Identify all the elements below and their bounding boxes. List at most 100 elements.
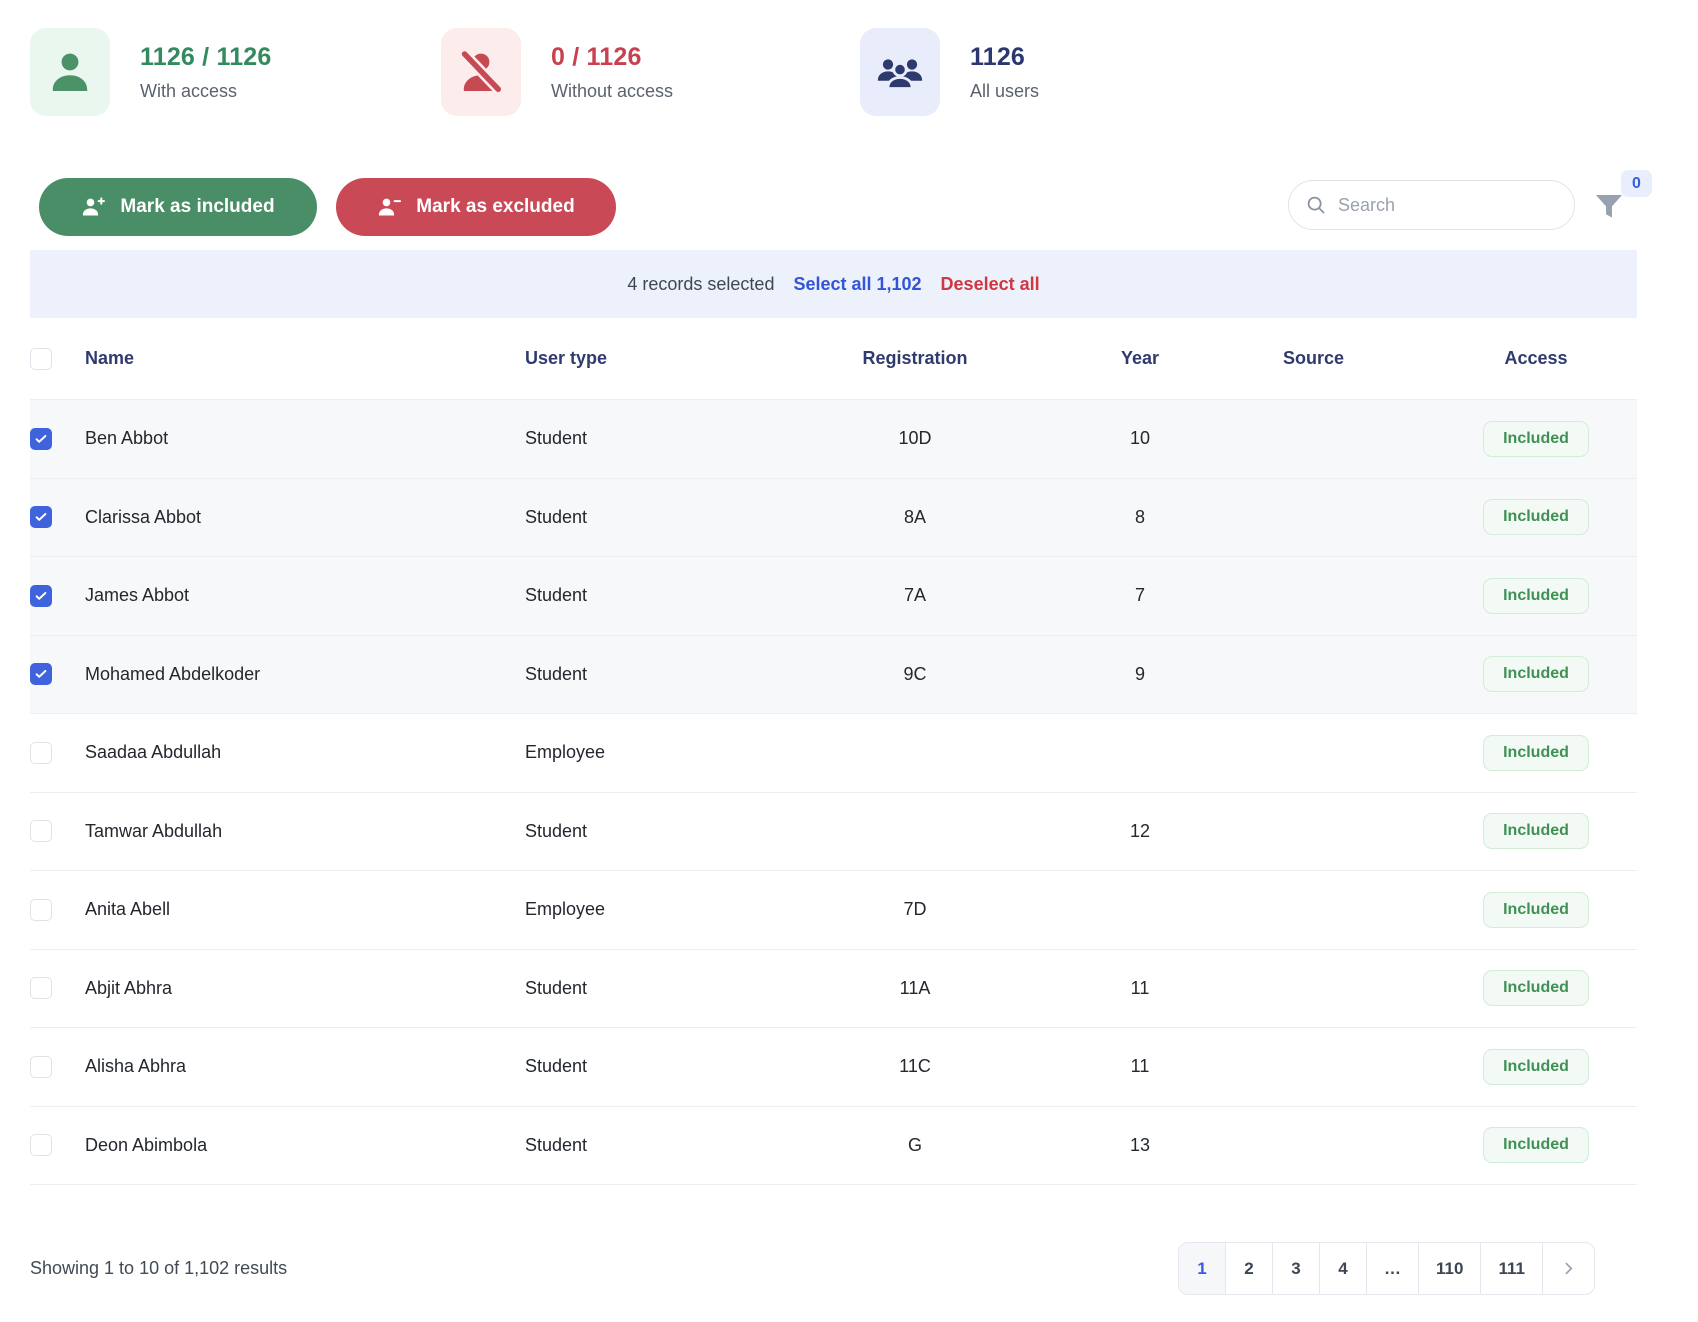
cell-name: Mohamed Abdelkoder	[85, 663, 261, 684]
cell-year: 8	[1134, 506, 1145, 527]
pagination-next-button[interactable]	[1543, 1243, 1594, 1294]
cell-year: 13	[1129, 1134, 1151, 1155]
person-icon	[30, 28, 110, 116]
cell-registration: 8A	[903, 506, 927, 527]
cell-user-type: Student	[525, 506, 588, 527]
table-row[interactable]: Deon Abimbola Student G 13 Included	[30, 1107, 1637, 1185]
table-row[interactable]: Abjit Abhra Student 11A 11 Included	[30, 950, 1637, 1028]
table-row[interactable]: Ben Abbot Student 10D 10 Included	[30, 400, 1637, 479]
cell-year: 7	[1134, 585, 1145, 606]
cell-user-type: Student	[525, 663, 588, 684]
pagination-page[interactable]: 111	[1481, 1243, 1543, 1294]
cell-name: Abjit Abhra	[85, 977, 173, 998]
pagination-page[interactable]: …	[1367, 1243, 1419, 1294]
table-row[interactable]: Clarissa Abbot Student 8A 8 Included	[30, 478, 1637, 557]
select-all-link[interactable]: Select all 1,102	[793, 273, 922, 294]
deselect-all-link[interactable]: Deselect all	[940, 273, 1040, 294]
access-badge: Included	[1483, 656, 1589, 693]
access-badge: Included	[1483, 499, 1589, 536]
cell-user-type: Student	[525, 585, 588, 606]
access-badge: Included	[1483, 577, 1589, 614]
row-checkbox[interactable]	[30, 663, 52, 686]
pagination-page[interactable]: 3	[1273, 1243, 1320, 1294]
mark-as-excluded-button[interactable]: Mark as excluded	[336, 178, 616, 236]
cell-name: Tamwar Abdullah	[85, 820, 223, 841]
search-input[interactable]	[1338, 194, 1558, 216]
access-badge: Included	[1483, 420, 1589, 457]
pagination: 1 2 3 4 … 110 111	[1178, 1242, 1595, 1295]
column-header-registration[interactable]: Registration	[862, 348, 968, 368]
row-checkbox[interactable]	[30, 977, 52, 1000]
access-badge: Included	[1483, 970, 1589, 1007]
cell-year: 11	[1130, 977, 1150, 998]
row-checkbox[interactable]	[30, 584, 52, 607]
column-header-access[interactable]: Access	[1504, 348, 1568, 368]
cell-year: 12	[1129, 820, 1151, 841]
cell-registration: G	[907, 1134, 922, 1155]
selection-bar: 4 records selected Select all 1,102 Dese…	[30, 250, 1637, 318]
pagination-page[interactable]: 2	[1226, 1243, 1273, 1294]
access-badge: Included	[1483, 813, 1589, 850]
filter-button[interactable]	[1592, 188, 1628, 228]
cell-name: Saadaa Abdullah	[85, 742, 222, 763]
access-badge: Included	[1483, 1048, 1589, 1085]
table-row[interactable]: James Abbot Student 7A 7 Included	[30, 557, 1637, 636]
table-body: Ben Abbot Student 10D 10 Included Claris…	[30, 400, 1637, 1185]
column-header-source[interactable]: Source	[1283, 348, 1345, 368]
without-access-value: 0 / 1126	[551, 42, 642, 71]
cell-name: Clarissa Abbot	[85, 506, 202, 527]
select-all-checkbox[interactable]	[30, 347, 52, 370]
cell-user-type: Student	[525, 977, 588, 998]
search-box[interactable]	[1288, 180, 1575, 230]
access-badge: Included	[1483, 891, 1589, 928]
row-checkbox[interactable]	[30, 1055, 52, 1078]
cell-registration: 11A	[899, 977, 931, 998]
all-users-value: 1126	[970, 42, 1026, 71]
row-checkbox[interactable]	[30, 427, 52, 450]
row-checkbox[interactable]	[30, 898, 52, 921]
access-badge: Included	[1483, 734, 1589, 771]
all-users-label: All users	[970, 80, 1040, 101]
pagination-page[interactable]: 110	[1419, 1243, 1482, 1294]
cell-registration: 10D	[898, 428, 932, 449]
people-group-icon	[860, 28, 940, 116]
cell-year: 11	[1130, 1056, 1150, 1077]
cell-user-type: Employee	[525, 742, 606, 763]
column-header-name[interactable]: Name	[85, 348, 135, 368]
cell-registration: 7D	[903, 899, 927, 920]
table-row[interactable]: Saadaa Abdullah Employee Included	[30, 714, 1637, 793]
cell-name: Ben Abbot	[85, 428, 169, 449]
table-row[interactable]: Mohamed Abdelkoder Student 9C 9 Included	[30, 635, 1637, 714]
row-checkbox[interactable]	[30, 741, 52, 764]
search-icon	[1305, 194, 1327, 216]
records-selected-text: 4 records selected	[627, 273, 775, 294]
column-header-user-type[interactable]: User type	[525, 348, 608, 368]
cell-name: James Abbot	[85, 585, 190, 606]
mark-as-included-label: Mark as included	[120, 196, 275, 217]
cell-name: Anita Abell	[85, 899, 171, 920]
table-header: Name User type Registration Year Source …	[30, 318, 1637, 400]
row-checkbox[interactable]	[30, 820, 52, 843]
mark-as-included-button[interactable]: Mark as included	[39, 178, 317, 236]
table-row[interactable]: Anita Abell Employee 7D Included	[30, 871, 1637, 950]
filter-funnel-icon	[1592, 188, 1628, 224]
column-header-year[interactable]: Year	[1120, 348, 1160, 368]
cell-user-type: Student	[525, 820, 588, 841]
cell-user-type: Student	[525, 1134, 588, 1155]
person-slash-icon	[441, 28, 521, 116]
stat-card-with-access: 1126 / 1126 With access	[30, 28, 272, 116]
pagination-page[interactable]: 4	[1320, 1243, 1367, 1294]
pagination-page[interactable]: 1	[1179, 1243, 1226, 1294]
row-checkbox[interactable]	[30, 506, 52, 529]
filter-count-badge: 0	[1621, 170, 1652, 197]
cell-registration: 9C	[903, 663, 927, 684]
row-checkbox[interactable]	[30, 1134, 52, 1157]
cell-name: Alisha Abhra	[85, 1056, 187, 1077]
table-row[interactable]: Tamwar Abdullah Student 12 Included	[30, 793, 1637, 871]
table-row[interactable]: Alisha Abhra Student 11C 11 Included	[30, 1028, 1637, 1107]
without-access-label: Without access	[551, 80, 674, 101]
stat-card-all-users: 1126 All users	[860, 28, 1039, 116]
cell-user-type: Student	[525, 1056, 588, 1077]
mark-as-excluded-label: Mark as excluded	[416, 196, 575, 217]
cell-year: 10	[1129, 428, 1151, 449]
